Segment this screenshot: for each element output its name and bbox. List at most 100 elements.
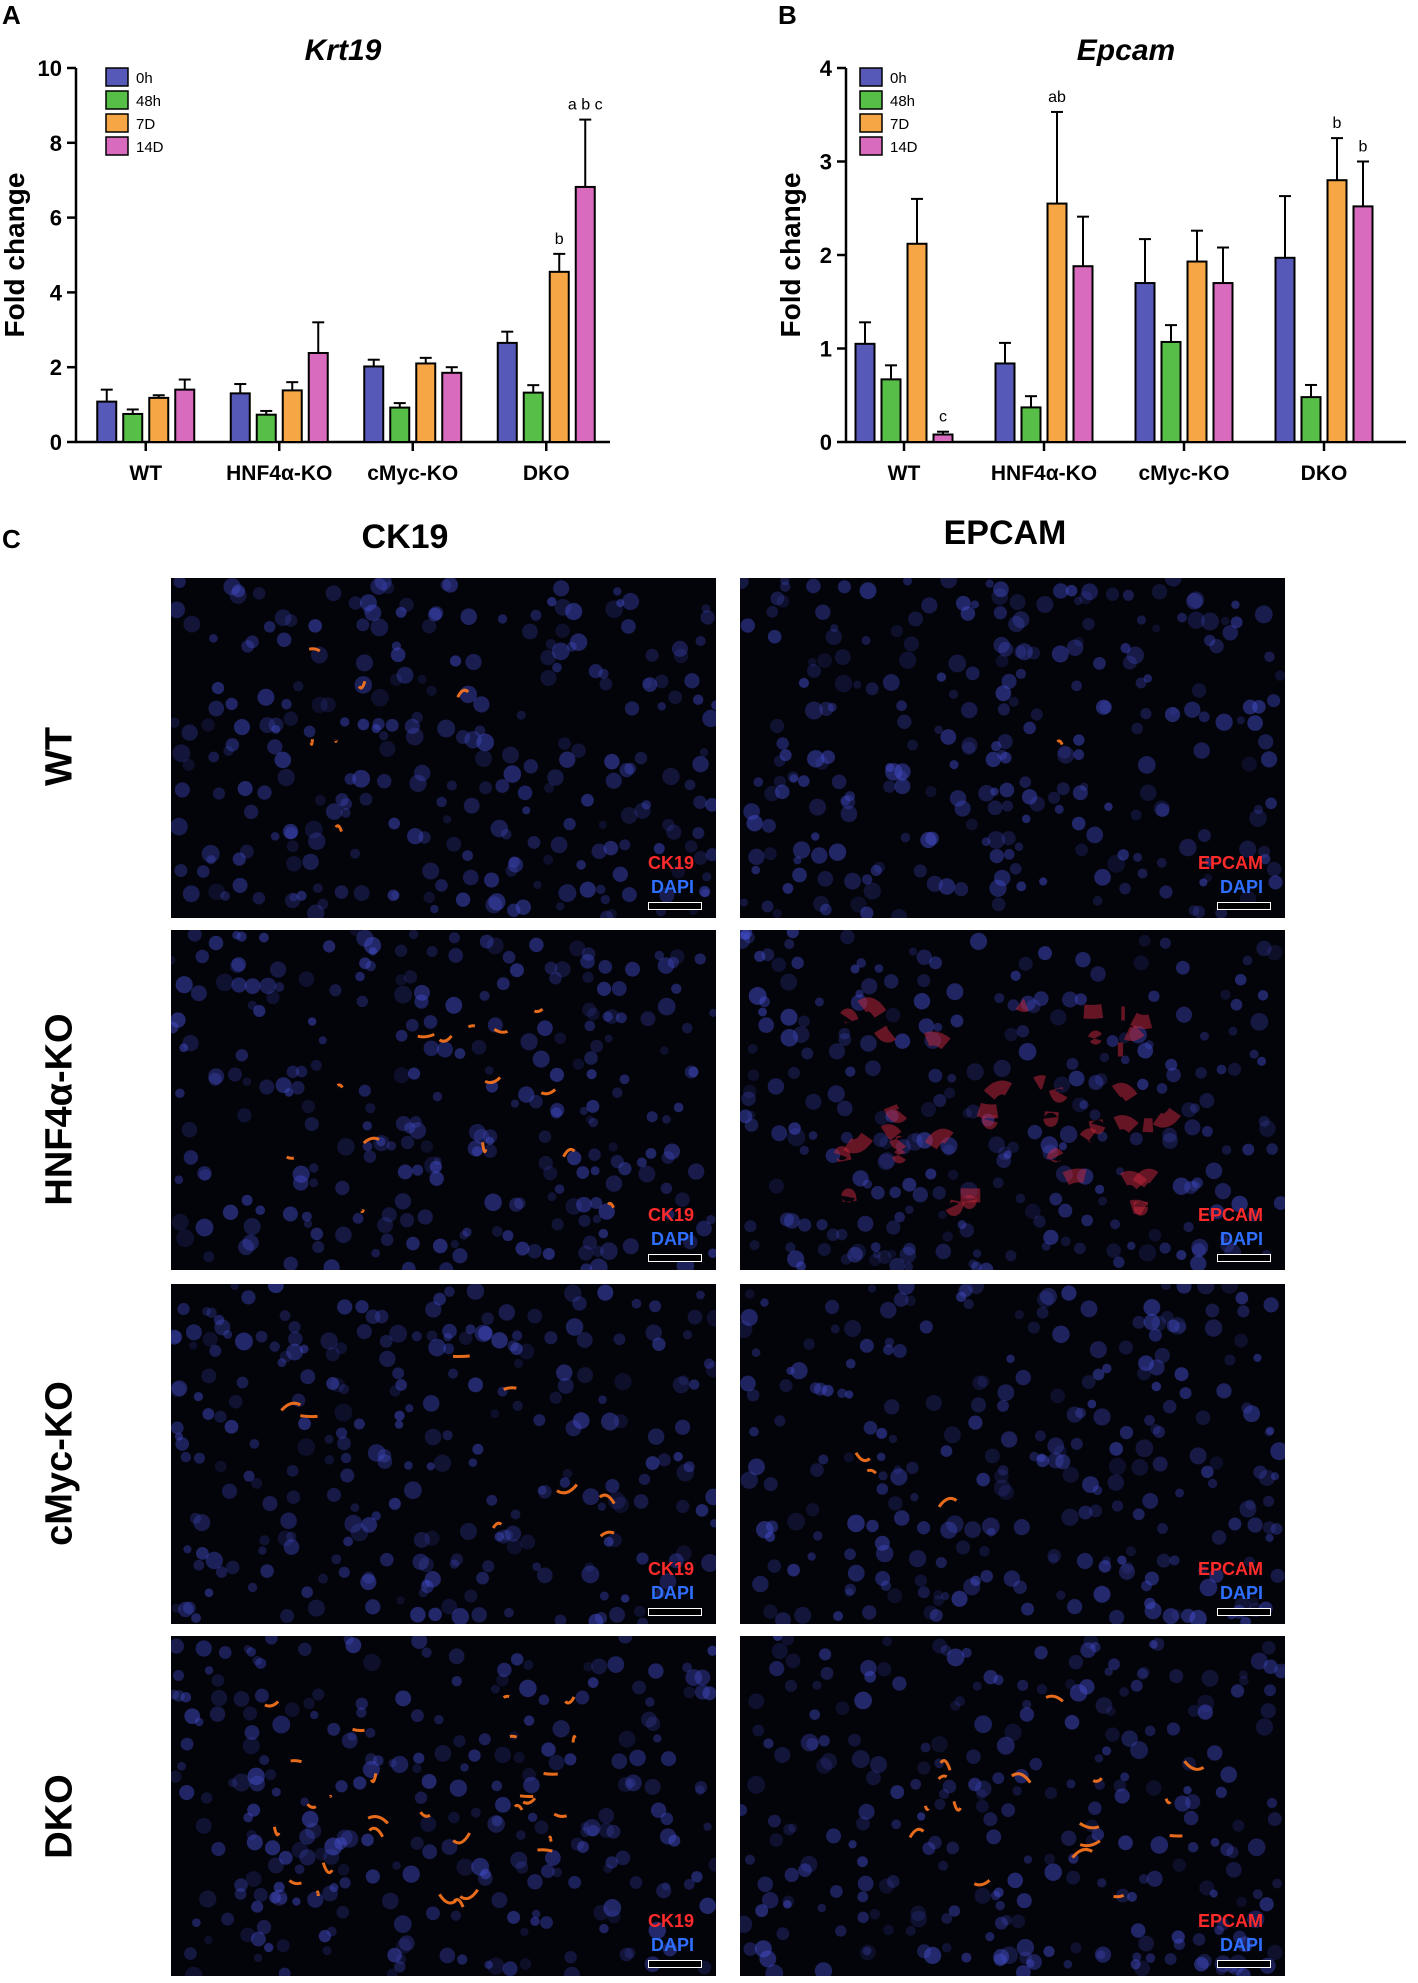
- significance-label: c: [939, 409, 947, 426]
- micrograph-ck19-wt: CK19 DAPI: [171, 578, 716, 918]
- bar-48h-1: [255, 413, 277, 443]
- marker-label: EPCAM: [1197, 1911, 1263, 1931]
- dapi-label: DAPI: [1219, 877, 1263, 897]
- scale-bar: [1217, 1254, 1271, 1262]
- tissue-image: [740, 1284, 1285, 1624]
- bar-0h-1: [229, 392, 251, 444]
- bar-48h-2: [1160, 340, 1182, 443]
- tissue-image: [740, 1636, 1285, 1976]
- tissue-image: [171, 1636, 716, 1976]
- bar-48h-0: [122, 412, 144, 444]
- legend-label-48h: 48h: [136, 93, 161, 110]
- legend-label-14d: 14D: [890, 139, 918, 156]
- x-tick-label: cMyc-KO: [1138, 462, 1229, 485]
- bar-14d-2: [1212, 282, 1234, 443]
- bar-0h-0: [854, 342, 876, 444]
- bar-14d-0: [932, 433, 954, 443]
- bar-0h-0: [96, 400, 118, 443]
- y-tick-label: 10: [38, 56, 62, 81]
- bar-7d-3: [548, 270, 570, 443]
- krt19-bar-chart: Krt19 Fold change 0 2 4 6 8 10 WT HNF4α-KO cMyc-KO…: [0, 34, 610, 485]
- bar-48h-2: [389, 406, 411, 444]
- marker-label: CK19: [647, 1911, 694, 1931]
- scale-bar: [648, 1608, 702, 1616]
- bar-14d-0: [174, 388, 196, 444]
- micrograph-ck19-cmyc-ko: CK19 DAPI: [171, 1284, 716, 1624]
- legend-swatch-14d: [859, 136, 883, 156]
- legend-label-0h: 0h: [890, 70, 907, 87]
- marker-label: EPCAM: [1197, 1559, 1263, 1579]
- panel-label-b: B: [778, 0, 797, 30]
- tissue-image: [171, 1284, 716, 1624]
- bar-14d-3: [574, 185, 596, 443]
- y-tick-label: 1: [820, 337, 832, 362]
- x-tick-label: DKO: [1301, 462, 1348, 485]
- legend-swatch-7d: [859, 113, 883, 133]
- bar-48h-3: [522, 391, 544, 443]
- significance-label: a b c: [568, 97, 603, 114]
- micrograph-epcam-hnf4-ko: EPCAM DAPI: [740, 930, 1285, 1270]
- y-tick-label: 8: [50, 131, 62, 156]
- bar-14d-1: [307, 351, 329, 444]
- bar-7d-0: [906, 242, 928, 443]
- x-tick-label: WT: [129, 462, 162, 485]
- x-tick-label: DKO: [523, 462, 570, 485]
- legend-label-14d: 14D: [136, 139, 164, 156]
- marker-label: CK19: [647, 853, 694, 873]
- panel-label-c: C: [2, 524, 21, 554]
- y-tick-label: 0: [820, 430, 832, 455]
- y-tick-label: 2: [820, 243, 832, 268]
- row-label-cmyc-ko: cMyc-KO: [38, 1381, 81, 1546]
- y-axis-label: Fold change: [0, 173, 30, 338]
- bar-0h-2: [1134, 282, 1156, 443]
- significance-label: b: [1333, 115, 1342, 132]
- column-title-ck19: CK19: [361, 518, 449, 556]
- row-label-hnf4a-ko: HNF4α-KO: [38, 1013, 81, 1206]
- column-title-epcam: EPCAM: [943, 514, 1067, 552]
- bar-14d-1: [1072, 265, 1094, 443]
- y-tick-label: 3: [820, 150, 832, 175]
- significance-label: b: [1359, 139, 1368, 156]
- dapi-label: DAPI: [1219, 1935, 1263, 1955]
- y-tick-label: 0: [50, 430, 62, 455]
- row-label-wt: WT: [38, 726, 81, 787]
- bar-14d-3: [1352, 205, 1374, 443]
- micrograph-ck19-dko: CK19 DAPI: [171, 1636, 716, 1976]
- epcam-bar-chart: Epcam Fold change 0 1 2 3 4 WT HNF4α-KO cMyc-KO DK…: [775, 34, 1406, 485]
- legend-label-0h: 0h: [136, 70, 153, 87]
- bar-14d-2: [441, 371, 463, 443]
- y-tick-label: 6: [50, 206, 62, 231]
- tissue-image: [171, 930, 716, 1270]
- scale-bar: [1217, 902, 1271, 910]
- tissue-image: [740, 930, 1285, 1270]
- x-tick-label: WT: [888, 462, 921, 485]
- y-axis-label: Fold change: [775, 173, 806, 338]
- scale-bar: [648, 902, 702, 910]
- y-tick-label: 4: [50, 280, 63, 305]
- chart-title: Epcam: [1077, 34, 1175, 67]
- panel-label-a: A: [2, 0, 21, 30]
- bar-48h-3: [1300, 396, 1322, 443]
- bar-7d-2: [415, 362, 437, 443]
- x-tick-label: HNF4α-KO: [226, 462, 332, 485]
- bar-7d-1: [281, 389, 303, 443]
- micrograph-epcam-wt: EPCAM DAPI: [740, 578, 1285, 918]
- marker-label: CK19: [647, 1559, 694, 1579]
- dapi-label: DAPI: [650, 877, 694, 897]
- marker-label: EPCAM: [1197, 1205, 1263, 1225]
- chart-title: Krt19: [305, 34, 382, 67]
- bar-0h-3: [1274, 256, 1296, 443]
- bar-48h-0: [880, 378, 902, 444]
- dapi-label: DAPI: [650, 1229, 694, 1249]
- bar-7d-3: [1326, 179, 1348, 443]
- bar-7d-0: [148, 396, 170, 444]
- legend-swatch-0h: [859, 67, 883, 87]
- marker-label: EPCAM: [1197, 853, 1263, 873]
- x-tick-label: HNF4α-KO: [991, 462, 1097, 485]
- legend-label-48h: 48h: [890, 93, 915, 110]
- dapi-label: DAPI: [650, 1935, 694, 1955]
- legend-swatch-48h: [859, 90, 883, 110]
- bar-0h-3: [496, 341, 518, 444]
- dapi-label: DAPI: [650, 1583, 694, 1603]
- legend-swatch-14d: [105, 136, 129, 156]
